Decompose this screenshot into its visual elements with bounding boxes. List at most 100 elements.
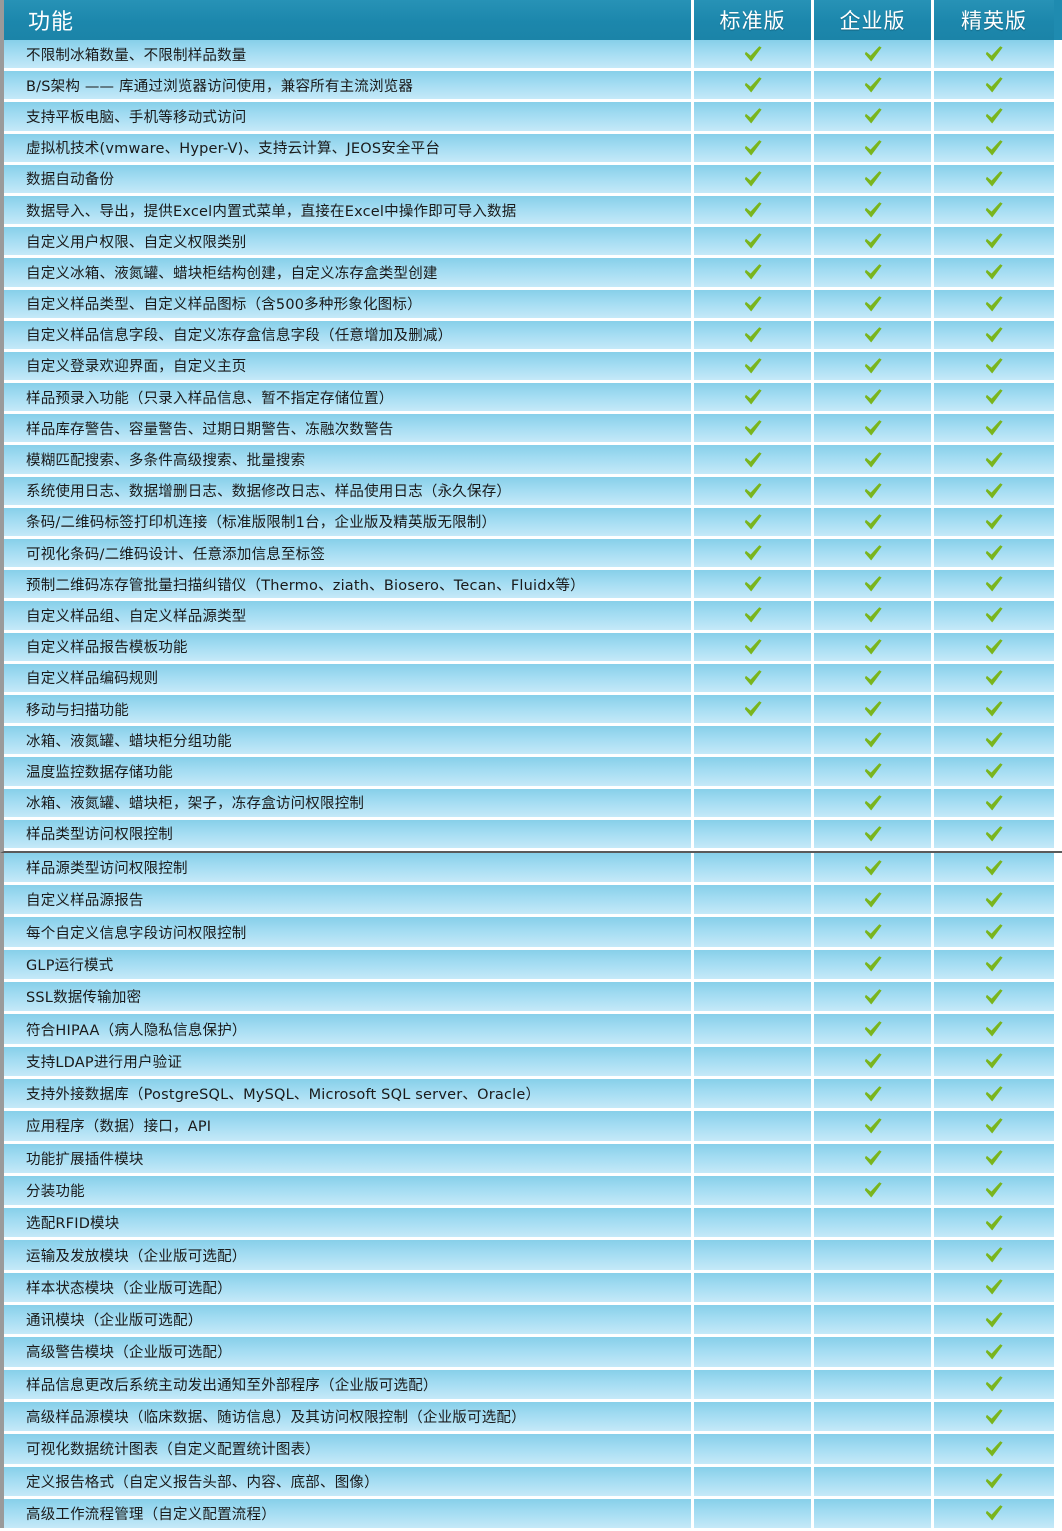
table-row[interactable]: 自定义样品组、自定义样品源类型 xyxy=(4,601,1062,630)
table-row[interactable]: 自定义样品类型、自定义样品图标（含500多种形象化图标） xyxy=(4,289,1062,318)
table-row[interactable]: 冰箱、液氮罐、蜡块柜，架子，冻存盒访问权限控制 xyxy=(4,788,1062,817)
check-mark-icon xyxy=(985,545,1003,561)
table-row[interactable]: 高级样品源模块（临床数据、随访信息）及其访问权限控制（企业版可选配） xyxy=(4,1401,1062,1432)
check-mark-icon xyxy=(985,451,1003,467)
table-row[interactable]: 高级警告模块（企业版可选配） xyxy=(4,1337,1062,1367)
availability-cell-elite xyxy=(934,788,1054,817)
availability-cell-enterprise xyxy=(814,1272,934,1303)
availability-cell-standard xyxy=(694,476,814,505)
availability-cell-enterprise xyxy=(814,289,934,318)
check-mark-icon xyxy=(864,763,881,779)
availability-cell-standard xyxy=(694,71,814,100)
availability-cell-enterprise xyxy=(814,351,934,381)
table-row[interactable]: 数据导入、导出，提供Excel内置式菜单，直接在Excel中操作即可导入数据 xyxy=(4,195,1062,225)
table-row[interactable]: 支持外接数据库（PostgreSQL、MySQL、Microsoft SQL s… xyxy=(4,1078,1062,1109)
table-row[interactable]: 样本状态模块（企业版可选配） xyxy=(4,1272,1062,1303)
table-row[interactable]: 功能扩展插件模块 xyxy=(4,1143,1062,1173)
table-row[interactable]: 虚拟机技术(vmware、Hyper-V)、支持云计算、JEOS安全平台 xyxy=(4,133,1062,162)
availability-cell-enterprise xyxy=(814,1466,934,1496)
availability-cell-elite xyxy=(934,164,1054,193)
feature-name-cell: 数据自动备份 xyxy=(4,164,694,193)
availability-cell-elite xyxy=(934,1369,1054,1399)
table-row[interactable]: 数据自动备份 xyxy=(4,164,1062,193)
table-row[interactable]: 自定义样品信息字段、自定义冻存盒信息字段（任意增加及删减） xyxy=(4,320,1062,349)
table-row[interactable]: 自定义样品编码规则 xyxy=(4,663,1062,692)
availability-cell-enterprise xyxy=(814,632,934,661)
feature-name-cell: 通讯模块（企业版可选配） xyxy=(4,1305,694,1335)
feature-name-cell: 支持外接数据库（PostgreSQL、MySQL、Microsoft SQL s… xyxy=(4,1078,694,1109)
availability-cell-enterprise xyxy=(814,1111,934,1141)
table-row[interactable]: 样品信息更改后系统主动发出通知至外部程序（企业版可选配） xyxy=(4,1369,1062,1399)
availability-cell-standard xyxy=(694,1401,814,1432)
table-row[interactable]: 符合HIPAA（病人隐私信息保护） xyxy=(4,1014,1062,1044)
table-row[interactable]: SSL数据传输加密 xyxy=(4,982,1062,1012)
table-row[interactable]: 高级工作流程管理（自定义配置流程） xyxy=(4,1498,1062,1529)
table-row[interactable]: 定义报告格式（自定义报告头部、内容、底部、图像） xyxy=(4,1466,1062,1496)
table-row[interactable]: B/S架构 —— 库通过浏览器访问使用，兼容所有主流浏览器 xyxy=(4,71,1062,100)
check-mark-icon xyxy=(864,420,881,436)
table-row[interactable]: 自定义样品源报告 xyxy=(4,885,1062,915)
check-mark-icon xyxy=(985,1279,1003,1295)
table-row[interactable]: 系统使用日志、数据增删日志、数据修改日志、样品使用日志（永久保存） xyxy=(4,476,1062,505)
feature-name-cell: 可视化数据统计图表（自定义配置统计图表） xyxy=(4,1434,694,1464)
table-row[interactable]: 样品源类型访问权限控制 xyxy=(4,852,1062,883)
table-row[interactable]: 模糊匹配搜索、多条件高级搜索、批量搜索 xyxy=(4,445,1062,474)
feature-name-cell: 样品库存警告、容量警告、过期日期警告、冻融次数警告 xyxy=(4,414,694,443)
feature-name-cell: 功能扩展插件模块 xyxy=(4,1143,694,1173)
table-row[interactable]: 冰箱、液氮罐、蜡块柜分组功能 xyxy=(4,726,1062,755)
table-row[interactable]: 条码/二维码标签打印机连接（标准版限制1台，企业版及精英版无限制） xyxy=(4,507,1062,536)
table-row[interactable]: 运输及发放模块（企业版可选配） xyxy=(4,1240,1062,1270)
check-mark-icon xyxy=(864,108,881,124)
check-mark-icon xyxy=(864,171,881,187)
availability-cell-standard xyxy=(694,133,814,162)
availability-cell-enterprise xyxy=(814,949,934,980)
table-row[interactable]: 可视化条码/二维码设计、任意添加信息至标签 xyxy=(4,539,1062,568)
table-row[interactable]: 样品库存警告、容量警告、过期日期警告、冻融次数警告 xyxy=(4,414,1062,443)
check-mark-icon xyxy=(985,108,1003,124)
table-row[interactable]: 自定义登录欢迎界面，自定义主页 xyxy=(4,351,1062,381)
table-row[interactable]: 自定义用户权限、自定义权限类别 xyxy=(4,227,1062,256)
availability-cell-elite xyxy=(934,632,1054,661)
table-row[interactable]: GLP运行模式 xyxy=(4,949,1062,980)
check-mark-icon xyxy=(985,295,1003,311)
availability-cell-elite xyxy=(934,852,1054,883)
check-mark-icon xyxy=(864,701,881,717)
table-row[interactable]: 应用程序（数据）接口，API xyxy=(4,1111,1062,1141)
table-row[interactable]: 可视化数据统计图表（自定义配置统计图表） xyxy=(4,1434,1062,1464)
check-mark-icon xyxy=(985,1215,1003,1231)
check-mark-icon xyxy=(985,420,1003,436)
table-row[interactable]: 通讯模块（企业版可选配） xyxy=(4,1305,1062,1335)
availability-cell-standard xyxy=(694,1466,814,1496)
check-mark-icon xyxy=(744,264,761,280)
check-mark-icon xyxy=(744,389,761,405)
feature-name-cell: 支持平板电脑、手机等移动式访问 xyxy=(4,102,694,131)
table-row[interactable]: 预制二维码冻存管批量扫描纠错仪（Thermo、ziath、Biosero、Tec… xyxy=(4,570,1062,599)
table-row[interactable]: 支持平板电脑、手机等移动式访问 xyxy=(4,102,1062,131)
table-row[interactable]: 每个自定义信息字段访问权限控制 xyxy=(4,917,1062,947)
check-mark-icon xyxy=(985,956,1003,972)
check-mark-icon xyxy=(864,264,881,280)
table-row[interactable]: 自定义样品报告模板功能 xyxy=(4,632,1062,661)
feature-name-cell: GLP运行模式 xyxy=(4,949,694,980)
availability-cell-standard xyxy=(694,320,814,349)
feature-name-cell: 自定义冰箱、液氮罐、蜡块柜结构创建，自定义冻存盒类型创建 xyxy=(4,258,694,287)
check-mark-icon xyxy=(744,139,761,155)
table-row[interactable]: 选配RFID模块 xyxy=(4,1208,1062,1238)
table-header-row: 功能 标准版 企业版 精英版 xyxy=(0,0,1062,40)
table-row[interactable]: 移动与扫描功能 xyxy=(4,694,1062,724)
table-body: 不限制冰箱数量、不限制样品数量 B/S架构 —— 库通过浏览器访问使用，兼容所有主… xyxy=(0,40,1062,1529)
availability-cell-standard xyxy=(694,1014,814,1044)
table-row[interactable]: 温度监控数据存储功能 xyxy=(4,757,1062,786)
table-row[interactable]: 自定义冰箱、液氮罐、蜡块柜结构创建，自定义冻存盒类型创建 xyxy=(4,258,1062,287)
check-mark-icon xyxy=(744,420,761,436)
table-row[interactable]: 分装功能 xyxy=(4,1175,1062,1206)
column-header-elite: 精英版 xyxy=(934,0,1054,40)
feature-name-cell: 模糊匹配搜索、多条件高级搜索、批量搜索 xyxy=(4,445,694,474)
table-row[interactable]: 样品预录入功能（只录入样品信息、暂不指定存储位置） xyxy=(4,383,1062,412)
table-row[interactable]: 不限制冰箱数量、不限制样品数量 xyxy=(4,40,1062,69)
availability-cell-elite xyxy=(934,757,1054,786)
table-row[interactable]: 支持LDAP进行用户验证 xyxy=(4,1046,1062,1076)
table-row[interactable]: 样品类型访问权限控制 xyxy=(4,819,1062,848)
availability-cell-enterprise xyxy=(814,258,934,287)
availability-cell-standard xyxy=(694,1434,814,1464)
